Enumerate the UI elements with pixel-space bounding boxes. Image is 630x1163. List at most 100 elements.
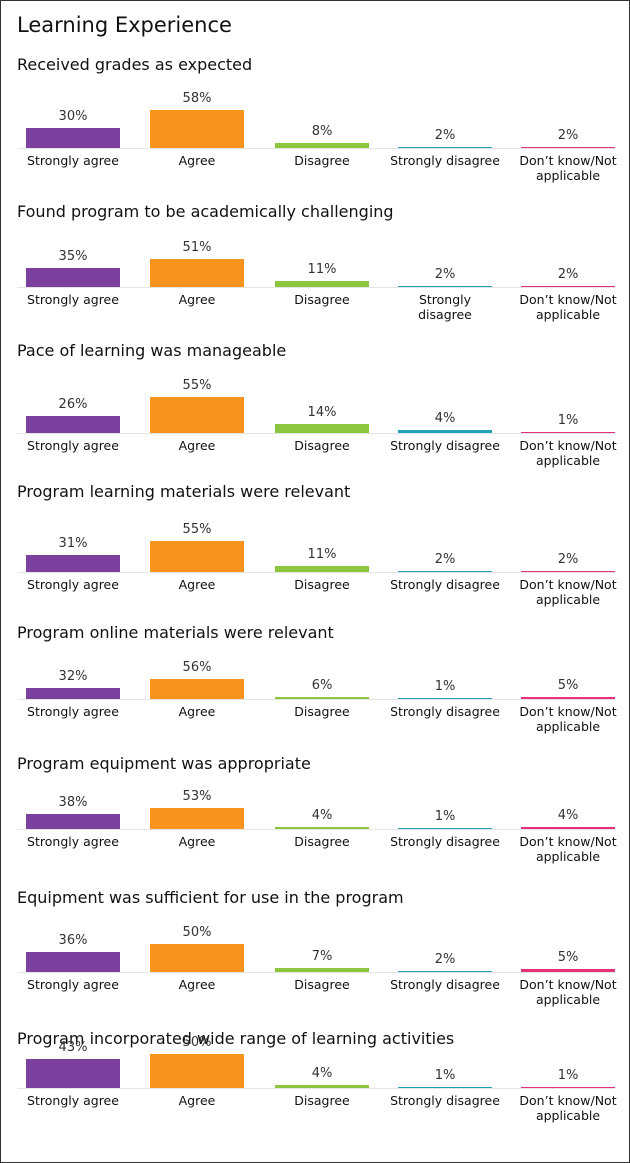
bar [150, 1054, 244, 1088]
bar [521, 969, 615, 972]
chart-title: Program learning materials were relevant [17, 482, 351, 501]
bar [26, 267, 120, 287]
bar [398, 828, 492, 829]
category-label: Disagree [294, 438, 350, 453]
category-label: Agree [178, 704, 216, 719]
category-label: Don’t know/Not applicable [519, 1093, 617, 1123]
category-label: Strongly disagree [418, 292, 472, 322]
value-label: 36% [58, 932, 88, 948]
bar [150, 679, 244, 699]
category-label: Strongly disagree [390, 577, 500, 592]
category-label: Disagree [294, 292, 350, 307]
bar [26, 951, 120, 972]
value-label: 11% [307, 261, 337, 277]
value-label: 26% [58, 396, 88, 412]
category-label: Strongly disagree [390, 834, 500, 849]
value-label: 58% [182, 91, 212, 106]
value-label: 53% [182, 789, 212, 804]
category-label: Don’t know/Not applicable [519, 577, 617, 607]
bar [398, 970, 492, 972]
bar [398, 570, 492, 572]
value-label: 4% [311, 1066, 333, 1082]
value-label: 2% [434, 551, 456, 567]
bar [275, 142, 369, 148]
category-label: Don’t know/Not applicable [519, 704, 617, 734]
bar [26, 687, 120, 699]
chart-title: Found program to be academically challen… [17, 202, 394, 221]
value-label: 1% [434, 1068, 456, 1083]
bar [275, 696, 369, 699]
value-label: 56% [182, 660, 212, 675]
category-label: Don’t know/Not applicable [519, 438, 617, 468]
baseline [17, 572, 615, 573]
value-label: 31% [58, 535, 88, 551]
value-label: 2% [434, 951, 456, 967]
category-label: Strongly disagree [390, 1093, 500, 1108]
bar [275, 1085, 369, 1088]
value-label: 1% [434, 679, 456, 694]
bar [521, 697, 615, 699]
chart-title: Program incorporated wide range of learn… [17, 1029, 455, 1048]
category-label: Agree [178, 1093, 216, 1108]
baseline [17, 148, 615, 149]
value-label: 55% [182, 522, 212, 537]
category-label: Agree [178, 292, 216, 307]
bar [275, 968, 369, 972]
value-label: 5% [557, 678, 579, 694]
chart-title: Program equipment was appropriate [17, 754, 311, 773]
category-label: Agree [178, 834, 216, 849]
value-label: 4% [311, 808, 333, 824]
baseline [17, 699, 615, 700]
category-label: Agree [178, 577, 216, 592]
category-label: Disagree [294, 577, 350, 592]
category-label: Don’t know/Not applicable [519, 977, 617, 1007]
value-label: 51% [182, 240, 212, 255]
category-label: Don’t know/Not applicable [519, 153, 617, 183]
bar [150, 259, 244, 287]
page-title: Learning Experience [17, 13, 232, 37]
bar [275, 280, 369, 287]
bar [150, 808, 244, 829]
category-label: Disagree [294, 977, 350, 992]
baseline [17, 433, 615, 434]
category-label: Strongly agree [27, 1093, 119, 1108]
bar [521, 432, 615, 433]
category-label: Don’t know/Not applicable [519, 292, 617, 322]
chart-title: Equipment was sufficient for use in the … [17, 888, 404, 907]
value-label: 50% [182, 925, 212, 940]
category-label: Agree [178, 153, 216, 168]
bar [150, 110, 244, 148]
value-label: 6% [311, 677, 333, 693]
value-label: 1% [557, 1068, 579, 1083]
value-label: 2% [557, 266, 579, 282]
value-label: 38% [58, 794, 88, 810]
value-label: 2% [434, 266, 456, 282]
bar [275, 827, 369, 829]
baseline [17, 829, 615, 830]
category-label: Disagree [294, 1093, 350, 1108]
category-label: Strongly agree [27, 153, 119, 168]
category-label: Strongly disagree [390, 977, 500, 992]
value-label: 7% [311, 949, 333, 965]
category-label: Agree [178, 977, 216, 992]
bar [150, 397, 244, 433]
bar [275, 423, 369, 433]
value-label: 32% [58, 668, 88, 684]
value-label: 30% [58, 109, 88, 125]
category-label: Strongly agree [27, 704, 119, 719]
baseline [17, 287, 615, 288]
value-label: 14% [307, 404, 337, 420]
chart-title: Pace of learning was manageable [17, 341, 287, 360]
value-label: 2% [557, 551, 579, 567]
value-label: 43% [58, 1039, 88, 1055]
category-label: Strongly disagree [390, 153, 500, 168]
bar [150, 944, 244, 972]
bar [26, 1058, 120, 1088]
bar [398, 1087, 492, 1088]
baseline [17, 1088, 615, 1089]
bar [26, 415, 120, 433]
bar [521, 570, 615, 572]
chart-title: Received grades as expected [17, 55, 253, 74]
bar [521, 146, 615, 148]
category-label: Agree [178, 438, 216, 453]
